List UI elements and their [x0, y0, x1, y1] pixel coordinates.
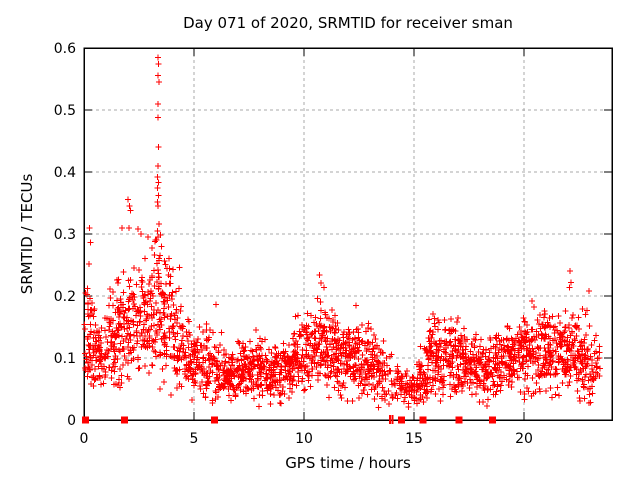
- y-tick-label: 0.6: [54, 41, 76, 57]
- y-tick-label: 0.1: [54, 351, 76, 367]
- y-axis-title: SRMTID / TECUs: [18, 174, 36, 295]
- zero-value-bar-marker: [388, 415, 391, 424]
- zero-value-bar-marker: [391, 415, 394, 424]
- y-tick-label: 0.3: [54, 227, 76, 243]
- zero-value-square-marker: [419, 416, 427, 424]
- zero-value-square-marker: [455, 416, 463, 424]
- zero-value-square-marker: [488, 416, 496, 424]
- zero-value-square-marker: [397, 416, 405, 424]
- zero-value-square-marker: [81, 416, 89, 424]
- x-tick-label: 10: [295, 431, 313, 447]
- x-tick-label: 0: [80, 431, 89, 447]
- srmtid-data-points: [81, 54, 604, 411]
- tick-labels: 0 5 10 15 20 0 0.1 0.2 0.3 0.4 0.5 0.6: [54, 41, 533, 447]
- zero-value-square-marker: [210, 416, 218, 424]
- chart-title: Day 071 of 2020, SRMTID for receiver sma…: [183, 14, 513, 32]
- y-tick-label: 0: [67, 413, 76, 429]
- x-tick-label: 5: [190, 431, 199, 447]
- scatter-points: [81, 54, 604, 424]
- x-tick-label: 15: [405, 431, 423, 447]
- y-tick-label: 0.2: [54, 289, 76, 305]
- x-tick-label: 20: [515, 431, 533, 447]
- grid-lines: [84, 48, 612, 420]
- zero-value-square-marker: [120, 416, 128, 424]
- y-tick-label: 0.4: [54, 165, 76, 181]
- y-tick-label: 0.5: [54, 103, 76, 119]
- x-axis-title: GPS time / hours: [285, 454, 411, 472]
